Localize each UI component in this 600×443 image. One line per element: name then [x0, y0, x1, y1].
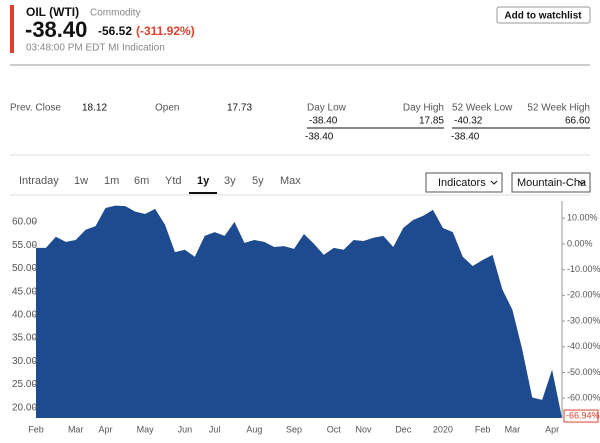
- chart-type-select[interactable]: [511, 172, 591, 193]
- stat-value: 18.12: [82, 103, 107, 114]
- tab[interactable]: Max: [280, 175, 301, 187]
- stat-value: -38.40: [309, 116, 338, 127]
- stat-value: 17.85: [419, 116, 444, 127]
- caret: [490, 180, 498, 185]
- x-tick-label: Feb: [475, 424, 491, 434]
- change-pct: (-311.92%): [136, 24, 195, 38]
- stat-label: Prev. Close: [10, 103, 61, 114]
- stat-label: Day High: [403, 103, 444, 114]
- x-tick-label: 2020: [433, 424, 453, 434]
- x-tick-label: Dec: [395, 424, 412, 434]
- symbol: OIL (WTI): [26, 5, 79, 19]
- y2-tick-label: -20.00%: [567, 290, 600, 300]
- x-tick-label: Jul: [209, 424, 221, 434]
- y2-tick-label: 0.00%: [567, 238, 593, 248]
- stat-value: 66.60: [565, 116, 590, 127]
- y-tick-label: 25.00: [12, 379, 37, 390]
- y2-tick-label: -10.00%: [567, 264, 600, 274]
- change: -56.52: [98, 24, 132, 38]
- x-tick-label: Jun: [178, 424, 193, 434]
- y2-tick-label: -60.00%: [567, 393, 600, 403]
- stat-value: -38.40: [451, 132, 480, 143]
- last-change-label: -66.94%: [566, 410, 600, 420]
- y-tick-label: 35.00: [12, 333, 37, 344]
- y-tick-label: 50.00: [12, 263, 37, 274]
- stat-value: 17.73: [227, 103, 252, 114]
- stat-value: -38.40: [305, 132, 334, 143]
- tab[interactable]: 3y: [224, 175, 236, 187]
- price: -38.40: [25, 17, 87, 42]
- x-tick-label: Nov: [356, 424, 373, 434]
- y2-tick-label: -50.00%: [567, 367, 600, 377]
- area: [36, 205, 562, 418]
- x-tick-label: Sep: [286, 424, 302, 434]
- caret: [578, 180, 586, 185]
- time: 03:48:00 PM EDT MI Indication: [26, 43, 165, 54]
- y-tick-label: 30.00: [12, 356, 37, 367]
- stat-label: 52 Week Low: [452, 103, 513, 114]
- watchlist-button[interactable]: [496, 6, 591, 24]
- y2-tick-label: -40.00%: [567, 341, 600, 351]
- tab[interactable]: 1w: [74, 175, 88, 187]
- x-tick-label: Mar: [68, 424, 84, 434]
- indicators-label: Indicators: [438, 177, 486, 189]
- y-tick-label: 20.00: [12, 402, 37, 413]
- x-tick-label: Oct: [327, 424, 342, 434]
- y2-tick-label: 10.00%: [567, 213, 598, 223]
- range-bar: [307, 127, 444, 129]
- accent-bar: [10, 5, 14, 53]
- y2-tick-label: -30.00%: [567, 315, 600, 325]
- y-tick-label: 40.00: [12, 309, 37, 320]
- tab[interactable]: 1y: [197, 175, 210, 187]
- stat-label: 52 Week High: [527, 103, 590, 114]
- watchlist-label: Add to watchlist: [504, 11, 582, 22]
- x-tick-label: May: [137, 424, 155, 434]
- tab[interactable]: 5y: [252, 175, 264, 187]
- tab[interactable]: 1m: [104, 175, 119, 187]
- tab[interactable]: 6m: [134, 175, 149, 187]
- tab[interactable]: Ytd: [165, 175, 182, 187]
- x-tick-label: Apr: [545, 424, 559, 434]
- x-tick-label: Aug: [246, 424, 262, 434]
- x-tick-label: Apr: [98, 424, 112, 434]
- chart-type-label: Mountain-Cha: [517, 177, 587, 189]
- tab[interactable]: Intraday: [19, 175, 59, 187]
- indicators-select[interactable]: [425, 172, 503, 193]
- stat-value: -40.32: [454, 116, 483, 127]
- stat-label: Day Low: [307, 103, 347, 114]
- y-tick-label: 60.00: [12, 217, 37, 228]
- stat-label: Open: [155, 103, 179, 114]
- kind: Commodity: [90, 8, 141, 19]
- range-bar: [452, 127, 590, 129]
- x-tick-label: Mar: [505, 424, 521, 434]
- x-tick-label: Feb: [28, 424, 44, 434]
- y-tick-label: 45.00: [12, 286, 37, 297]
- last-change-box: [563, 409, 599, 423]
- y-tick-label: 55.00: [12, 240, 37, 251]
